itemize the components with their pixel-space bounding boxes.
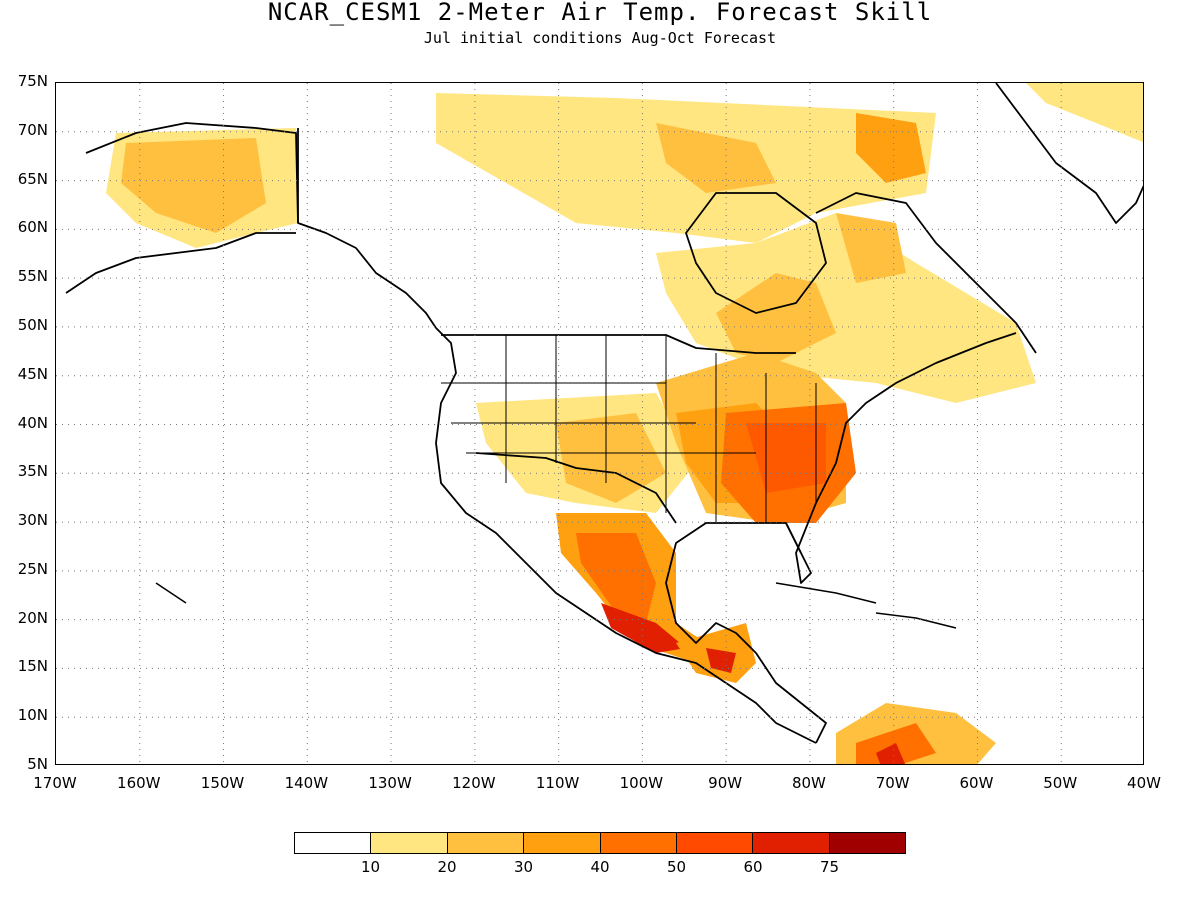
longitude-label: 70W [875, 774, 910, 792]
skill-shading [106, 83, 1143, 764]
colorbar-swatch [371, 833, 448, 853]
colorbar-label: 50 [666, 858, 687, 876]
colorbar-label: 75 [819, 858, 840, 876]
longitude-label: 110W [535, 774, 580, 792]
map-title: NCAR_CESM1 2-Meter Air Temp. Forecast Sk… [267, 0, 933, 26]
colorbar-swatch [524, 833, 601, 853]
latitude-label: 65N [17, 169, 48, 188]
colorbar-swatch [753, 833, 830, 853]
longitude-label: 150W [200, 774, 245, 792]
latitude-label: 50N [17, 315, 48, 334]
latitude-label: 60N [17, 218, 48, 237]
latitude-label: 45N [17, 364, 48, 383]
colorbar-swatch [829, 833, 905, 853]
longitude-label: 100W [619, 774, 664, 792]
map-subtitle: Jul initial conditions Aug-Oct Forecast [423, 29, 777, 47]
latitude-label: 15N [17, 657, 48, 676]
longitude-label: 60W [959, 774, 994, 792]
state-borders [441, 335, 817, 523]
forecast-skill-map [55, 82, 1144, 765]
longitude-label: 90W [708, 774, 743, 792]
colorbar-label: 30 [513, 858, 534, 876]
latitude-label: 30N [17, 511, 48, 530]
latitude-label: 40N [17, 413, 48, 432]
latitude-label: 55N [17, 267, 48, 286]
colorbar-swatch [676, 833, 754, 853]
latitude-label: 70N [17, 120, 48, 139]
longitude-label: 40W [1127, 774, 1161, 792]
longitude-label: 160W [117, 774, 161, 792]
colorbar-label: 10 [360, 858, 381, 876]
caribbean-islands [155, 582, 957, 629]
longitude-label: 130W [368, 774, 412, 792]
longitude-label: 140W [284, 774, 329, 792]
colorbar-label: 20 [437, 858, 457, 876]
latitude-label: 20N [17, 608, 48, 627]
colorbar-label: 60 [743, 858, 763, 876]
latitude-label: 75N [17, 72, 48, 90]
colorbar-swatch [447, 833, 525, 853]
colorbar-swatch [295, 833, 372, 853]
longitude-label: 120W [452, 774, 496, 792]
colorbar-swatch [600, 833, 677, 853]
latitude-label: 35N [17, 462, 48, 481]
colorbar-label: 40 [590, 858, 610, 876]
colorbar [294, 832, 906, 854]
coastlines [65, 83, 1143, 744]
longitude-label: 170W [33, 774, 77, 792]
longitude-label: 80W [791, 774, 826, 792]
latitude-label: 10N [17, 706, 48, 725]
latitude-label: 5N [27, 755, 48, 773]
latitude-label: 25N [17, 559, 48, 578]
longitude-label: 50W [1043, 774, 1078, 792]
